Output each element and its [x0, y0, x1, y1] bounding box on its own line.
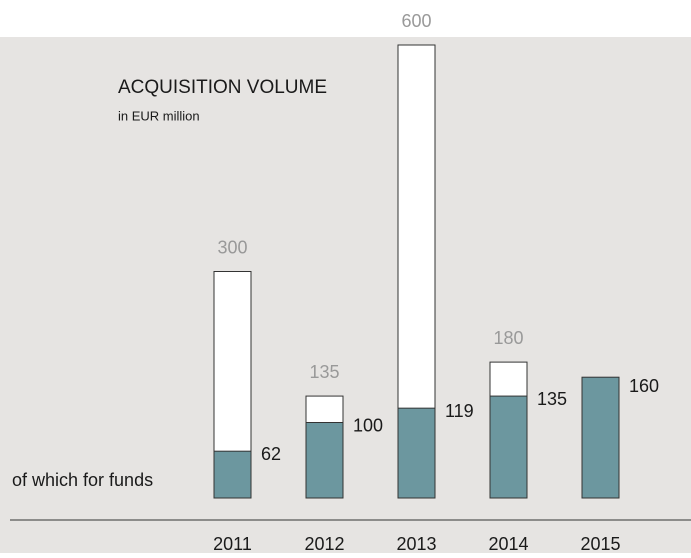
series-label: of which for funds: [12, 470, 153, 490]
funds-label: 119: [445, 401, 474, 421]
total-label: 135: [309, 362, 339, 382]
chart-background: [0, 37, 691, 553]
funds-bar: [581, 376, 620, 499]
funds-bar: [305, 422, 344, 499]
funds-label: 100: [353, 415, 383, 435]
x-tick-label: 2013: [396, 534, 436, 553]
x-tick-label: 2011: [213, 534, 252, 553]
total-label: 600: [401, 11, 431, 31]
chart-subtitle: in EUR million: [118, 108, 200, 123]
x-tick-label: 2014: [488, 534, 528, 553]
funds-label: 160: [629, 376, 659, 396]
chart-title: ACQUISITION VOLUME: [118, 77, 327, 98]
funds-label: 135: [537, 389, 567, 409]
x-tick-label: 2015: [580, 534, 620, 553]
x-tick-label: 2012: [304, 534, 344, 553]
funds-bar: [397, 407, 436, 499]
funds-bar: [489, 395, 528, 499]
total-label: 180: [493, 328, 523, 348]
funds-bar: [213, 450, 252, 499]
funds-label: 62: [261, 444, 281, 464]
total-label: 300: [217, 237, 247, 257]
